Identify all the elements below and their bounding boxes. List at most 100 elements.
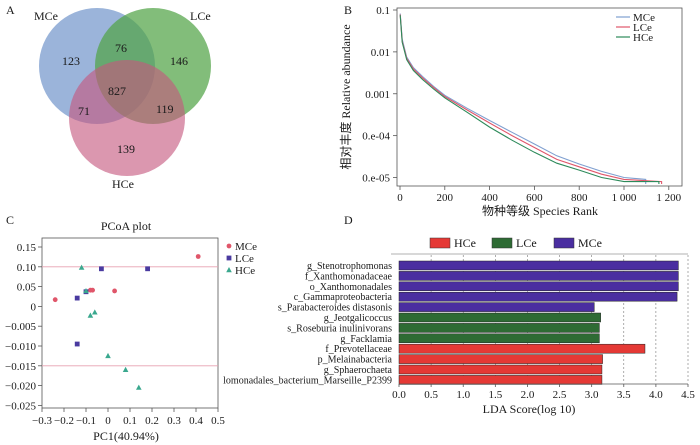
rank-abundance-chart: 0.e-05 0.e-04 0.001 0.01 0.1 0 200 400 600 800 1 … <box>338 5 683 218</box>
rank-xtick-label: 0 <box>397 192 403 204</box>
rank-xlabel: 物种等级 Species Rank <box>482 204 598 218</box>
rank-legend-label: LCe <box>633 22 652 34</box>
lda-bar <box>398 271 679 281</box>
lda-bars: g_Stenotrophomonasf_Xanthomonadaceaeo_Xa… <box>223 260 679 386</box>
rank-ylabel: 相对丰度 Relative abundance <box>338 24 353 169</box>
rank-xtick-label: 800 <box>571 192 588 204</box>
pcoa-ytick-label: −0.020 <box>5 381 36 393</box>
rank-ytick-label: 0.e-05 <box>362 173 390 185</box>
lda-xtick-label: 0.0 <box>392 389 406 401</box>
pcoa-point-hce <box>122 366 129 372</box>
lda-legend: HCe LCe MCe <box>429 236 602 250</box>
lda-legend-swatch-lce <box>491 237 513 249</box>
rank-ytick-label: 0.e-04 <box>362 131 390 143</box>
lda-bar-label: g_Stenotrophomonas <box>307 261 392 272</box>
lda-legend-label: LCe <box>516 236 537 250</box>
panel-label-c: C <box>6 213 14 227</box>
lda-legend-label: MCe <box>578 236 602 250</box>
pcoa-reference-lines <box>42 266 218 367</box>
pcoa-ytick-label: −0.015 <box>5 361 36 373</box>
pcoa-point-hce <box>136 384 142 390</box>
pcoa-ytick-label: −0.025 <box>5 400 36 412</box>
lda-bar <box>398 343 646 354</box>
pcoa-chart: PCoA plot 0.150.100.050−0.005−0.010−0.01… <box>5 219 257 443</box>
lda-xtick-label: 1.5 <box>488 389 502 401</box>
venn-set-label-hce: HCe <box>112 177 134 191</box>
venn-count-mce-only: 123 <box>62 54 80 68</box>
rank-line-hce <box>399 15 660 184</box>
pcoa-xtick-label: 0.3 <box>167 415 181 427</box>
rank-ylabel-cn: 相对丰度 <box>338 122 353 170</box>
pcoa-ytick-label: 0 <box>31 301 37 313</box>
lda-legend-swatch-mce <box>553 237 575 249</box>
panel-label-a: A <box>6 3 15 17</box>
lda-legend-label: HCe <box>454 236 476 250</box>
rank-line-lce <box>399 14 663 184</box>
lda-bar <box>398 364 603 375</box>
lda-bar <box>398 354 603 364</box>
rank-plot-frame <box>396 7 683 187</box>
pcoa-legend-label: HCe <box>235 265 255 277</box>
rank-series-lines <box>399 13 663 184</box>
pcoa-xtick-label: −0.3 <box>32 415 52 427</box>
panel-label-d: D <box>344 213 353 227</box>
pcoa-xtick-label: 0.1 <box>123 415 137 427</box>
lda-bar-label: g_Jeotgalicoccus <box>324 313 392 324</box>
panel-label-b: B <box>344 3 352 17</box>
lda-legend-swatch-hce <box>429 237 451 249</box>
venn-count-mce-hce: 71 <box>78 104 90 118</box>
venn-circle-hce <box>69 60 185 176</box>
lda-bar-label: lomonadales_bacterium_Marseille_P2399 <box>223 375 392 386</box>
lda-bar <box>398 281 679 292</box>
lda-xtick-label: 4.0 <box>649 389 663 401</box>
lda-xlabel: LDA Score(log 10) <box>483 402 576 416</box>
pcoa-ytick-label: 0.15 <box>17 242 37 254</box>
rank-xtick-label: 1 200 <box>656 192 681 204</box>
pcoa-ytick-label: 0.10 <box>17 262 37 274</box>
pcoa-point-mce <box>52 297 58 303</box>
pcoa-point-hce <box>83 287 89 294</box>
pcoa-point-lce <box>99 266 104 272</box>
pcoa-point-mce <box>90 287 95 293</box>
pcoa-ytick-label: 0.05 <box>17 282 37 294</box>
pcoa-point-mce <box>112 288 117 294</box>
rank-x-axis: 0 200 400 600 800 1 000 1 200 <box>397 186 682 204</box>
venn-set-label-lce: LCe <box>190 9 211 23</box>
pcoa-plot-frame <box>41 237 219 409</box>
lda-bar-label: s_Roseburia inulinivorans <box>287 323 392 334</box>
pcoa-legend-label: MCe <box>235 241 257 253</box>
lda-bar <box>398 323 600 333</box>
lda-bar <box>398 312 601 323</box>
pcoa-point-mce <box>195 254 201 259</box>
pcoa-xtick-label: 0.4 <box>189 415 203 427</box>
venn-count-mce-lce: 76 <box>115 41 127 55</box>
rank-xlabel-en: Species Rank <box>533 204 598 218</box>
pcoa-ytick-label: −0.010 <box>5 341 36 353</box>
pcoa-point-hce <box>105 352 111 359</box>
lda-bar-label: g_Sphaerochaeta <box>324 365 393 376</box>
pcoa-point-lce <box>74 341 80 347</box>
rank-xtick-label: 1 000 <box>612 192 637 204</box>
pcoa-legend-marker <box>226 255 232 261</box>
venn-count-all: 827 <box>108 84 126 98</box>
lda-xtick-label: 1.0 <box>456 389 470 401</box>
pcoa-y-axis: 0.15 0.10 0.05 0 −0.005 −0.010 −0.015 −0.020 −0.… <box>5 242 42 412</box>
venn-count-lce-only: 146 <box>170 54 188 68</box>
lda-bar-label: c_Gammaproteobacteria <box>294 292 393 303</box>
rank-legend-label: HCe <box>633 32 653 44</box>
pcoa-xtick-label: 0 <box>105 415 111 427</box>
lda-bar-label: o_Xanthomonadales <box>310 282 392 293</box>
rank-xtick-label: 400 <box>481 192 498 204</box>
rank-legend-label: MCe <box>633 12 655 24</box>
lda-xtick-label: 0.5 <box>424 389 438 401</box>
lda-xtick-label: 4.5 <box>681 389 695 401</box>
pcoa-legend-marker <box>226 267 232 273</box>
venn-set-label-mce: MCe <box>34 9 58 23</box>
lda-xtick-label: 2.5 <box>553 389 567 401</box>
lda-xtick-label: 2.0 <box>521 389 535 401</box>
lda-bar <box>398 302 595 312</box>
venn-count-lce-hce: 119 <box>156 102 174 116</box>
pcoa-point-hce <box>78 264 85 270</box>
